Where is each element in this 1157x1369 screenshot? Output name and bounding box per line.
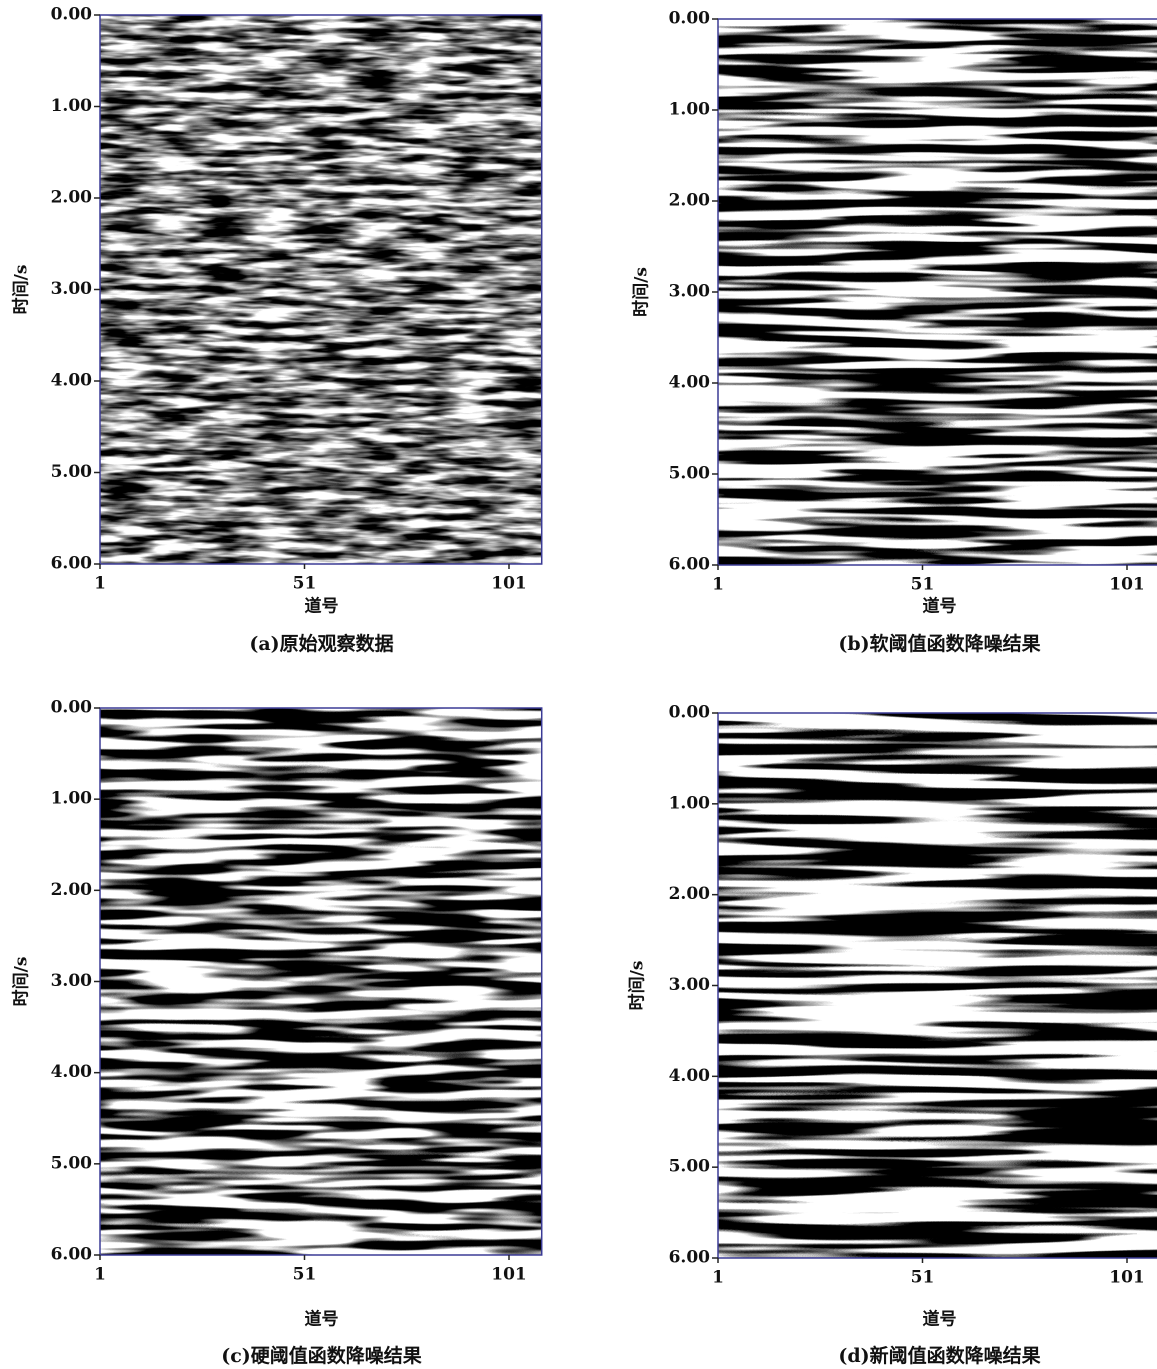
y-tick-label: 6.00 bbox=[51, 554, 93, 574]
y-tick-label: 6.00 bbox=[669, 555, 711, 575]
x-tick-label: 101 bbox=[1109, 575, 1145, 595]
y-tick-label: 5.00 bbox=[669, 1157, 711, 1177]
x-tick-label: 1 bbox=[712, 575, 724, 595]
y-tick-label: 0.00 bbox=[669, 9, 711, 29]
x-tick-label: 1 bbox=[94, 574, 106, 594]
x-tick-label: 1 bbox=[712, 1268, 724, 1288]
y-axis-label: 时间/s bbox=[11, 957, 32, 1007]
seismic-image bbox=[718, 19, 1157, 565]
seismic-image bbox=[100, 708, 542, 1255]
y-tick-label: 1.00 bbox=[51, 789, 93, 809]
y-tick-label: 2.00 bbox=[669, 884, 711, 904]
caption: (b)软阈值函数降噪结果 bbox=[838, 632, 1040, 655]
y-tick-label: 0.00 bbox=[51, 698, 93, 718]
seismic-image bbox=[100, 15, 542, 564]
y-axis-label: 时间/s bbox=[627, 961, 648, 1011]
x-axis-label: 道号 bbox=[923, 1309, 957, 1330]
y-tick-label: 3.00 bbox=[669, 282, 711, 302]
caption: (a)原始观察数据 bbox=[249, 632, 393, 655]
y-tick-label: 6.00 bbox=[51, 1245, 93, 1265]
y-tick-label: 5.00 bbox=[669, 464, 711, 484]
x-tick-label: 51 bbox=[911, 1268, 935, 1288]
caption: (d)新阈值函数降噪结果 bbox=[838, 1344, 1040, 1367]
x-tick-label: 51 bbox=[911, 575, 935, 595]
x-tick-label: 51 bbox=[293, 1265, 317, 1285]
x-axis-label: 道号 bbox=[305, 1309, 339, 1330]
y-tick-label: 4.00 bbox=[669, 1066, 711, 1086]
y-tick-label: 3.00 bbox=[51, 971, 93, 991]
y-tick-label: 4.00 bbox=[669, 373, 711, 393]
y-tick-label: 5.00 bbox=[51, 1153, 93, 1173]
panel: 0.00 1.00 2.00 3.00 4.00 5.00 6.001 51 101 道号 时间/s… bbox=[11, 698, 543, 1367]
panel: 0.00 1.00 2.00 3.00 4.00 5.00 6.001 51 101 道号 时间/s… bbox=[11, 5, 543, 655]
y-tick-label: 4.00 bbox=[51, 371, 93, 391]
seismic-image bbox=[718, 713, 1157, 1258]
x-tick-label: 101 bbox=[491, 1265, 527, 1285]
y-tick-label: 6.00 bbox=[669, 1248, 711, 1268]
y-tick-label: 3.00 bbox=[51, 279, 93, 299]
x-tick-label: 51 bbox=[293, 574, 317, 594]
y-tick-label: 2.00 bbox=[51, 188, 93, 208]
y-axis-label: 时间/s bbox=[11, 265, 32, 315]
x-axis-label: 道号 bbox=[305, 596, 339, 617]
x-tick-label: 101 bbox=[1109, 1268, 1145, 1288]
x-tick-label: 101 bbox=[491, 574, 527, 594]
y-tick-label: 1.00 bbox=[669, 100, 711, 120]
y-tick-label: 2.00 bbox=[669, 191, 711, 211]
caption: (c)硬阈值函数降噪结果 bbox=[221, 1344, 422, 1367]
y-axis-label: 时间/s bbox=[631, 267, 652, 317]
panel: 0.00 1.00 2.00 3.00 4.00 5.00 6.001 51 101 道号 时间/s… bbox=[631, 9, 1157, 655]
y-tick-label: 3.00 bbox=[669, 975, 711, 995]
y-tick-label: 1.00 bbox=[51, 96, 93, 116]
x-tick-label: 1 bbox=[94, 1265, 106, 1285]
y-tick-label: 0.00 bbox=[51, 5, 93, 25]
y-tick-label: 4.00 bbox=[51, 1062, 93, 1082]
y-tick-label: 2.00 bbox=[51, 880, 93, 900]
x-axis-label: 道号 bbox=[923, 596, 957, 617]
y-tick-label: 5.00 bbox=[51, 462, 93, 482]
y-tick-label: 1.00 bbox=[669, 793, 711, 813]
y-tick-label: 0.00 bbox=[669, 703, 711, 723]
panel: 0.00 1.00 2.00 3.00 4.00 5.00 6.001 51 101 道号 时间/s… bbox=[627, 703, 1157, 1367]
